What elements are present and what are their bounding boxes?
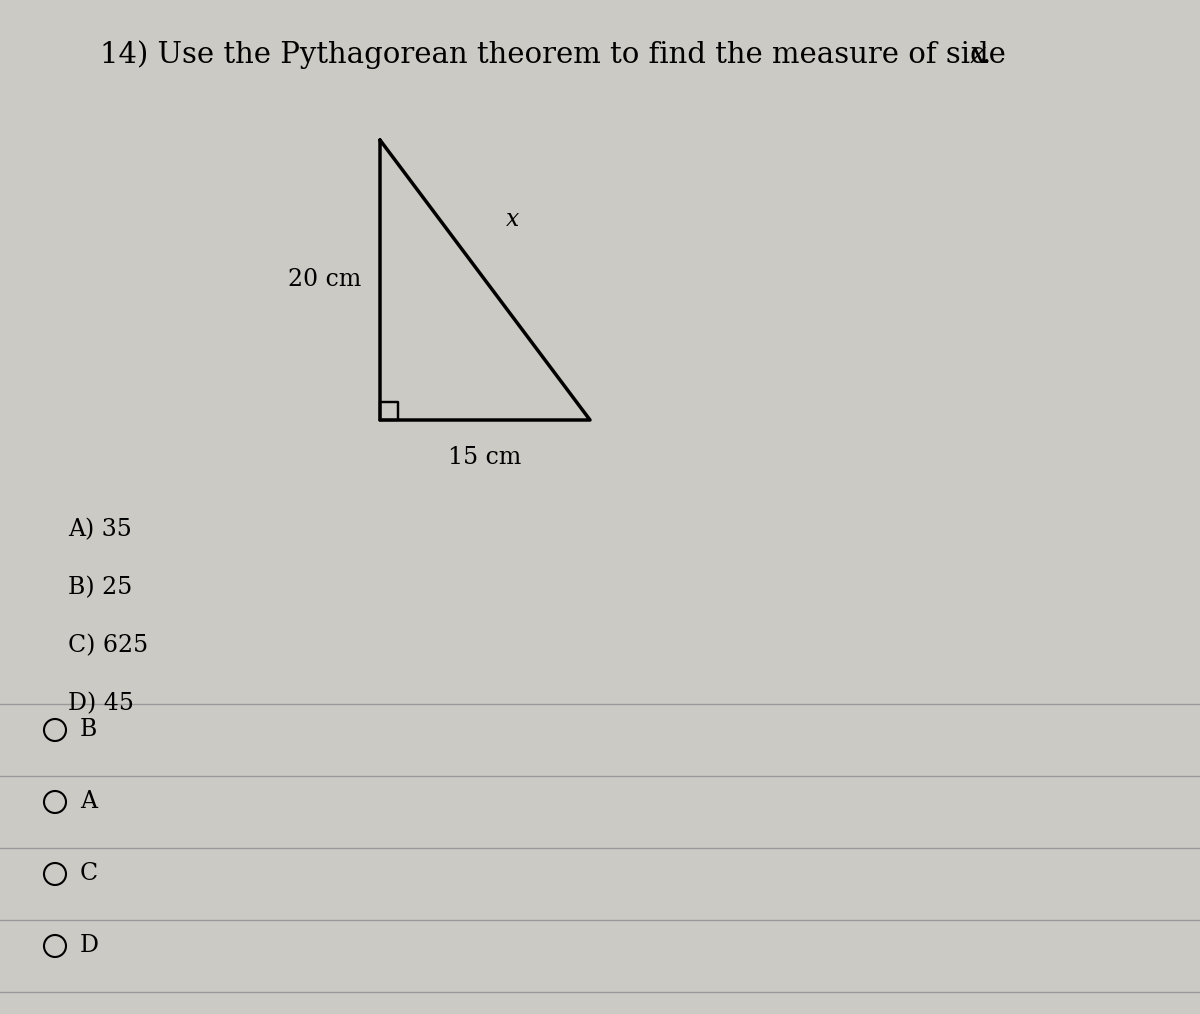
Text: .: . [982,41,990,69]
Text: 20 cm: 20 cm [288,269,361,291]
Text: x: x [506,209,520,231]
Text: D) 45: D) 45 [68,693,134,716]
Text: D: D [80,935,98,957]
Text: 14) Use the Pythagorean theorem to find the measure of side: 14) Use the Pythagorean theorem to find … [100,41,1015,69]
Text: B: B [80,719,97,741]
Text: x: x [970,41,986,69]
Text: 15 cm: 15 cm [449,446,522,469]
Text: C) 625: C) 625 [68,635,148,657]
Text: C: C [80,863,98,885]
Text: A) 35: A) 35 [68,518,132,541]
Text: A: A [80,791,97,813]
Text: B) 25: B) 25 [68,577,132,599]
